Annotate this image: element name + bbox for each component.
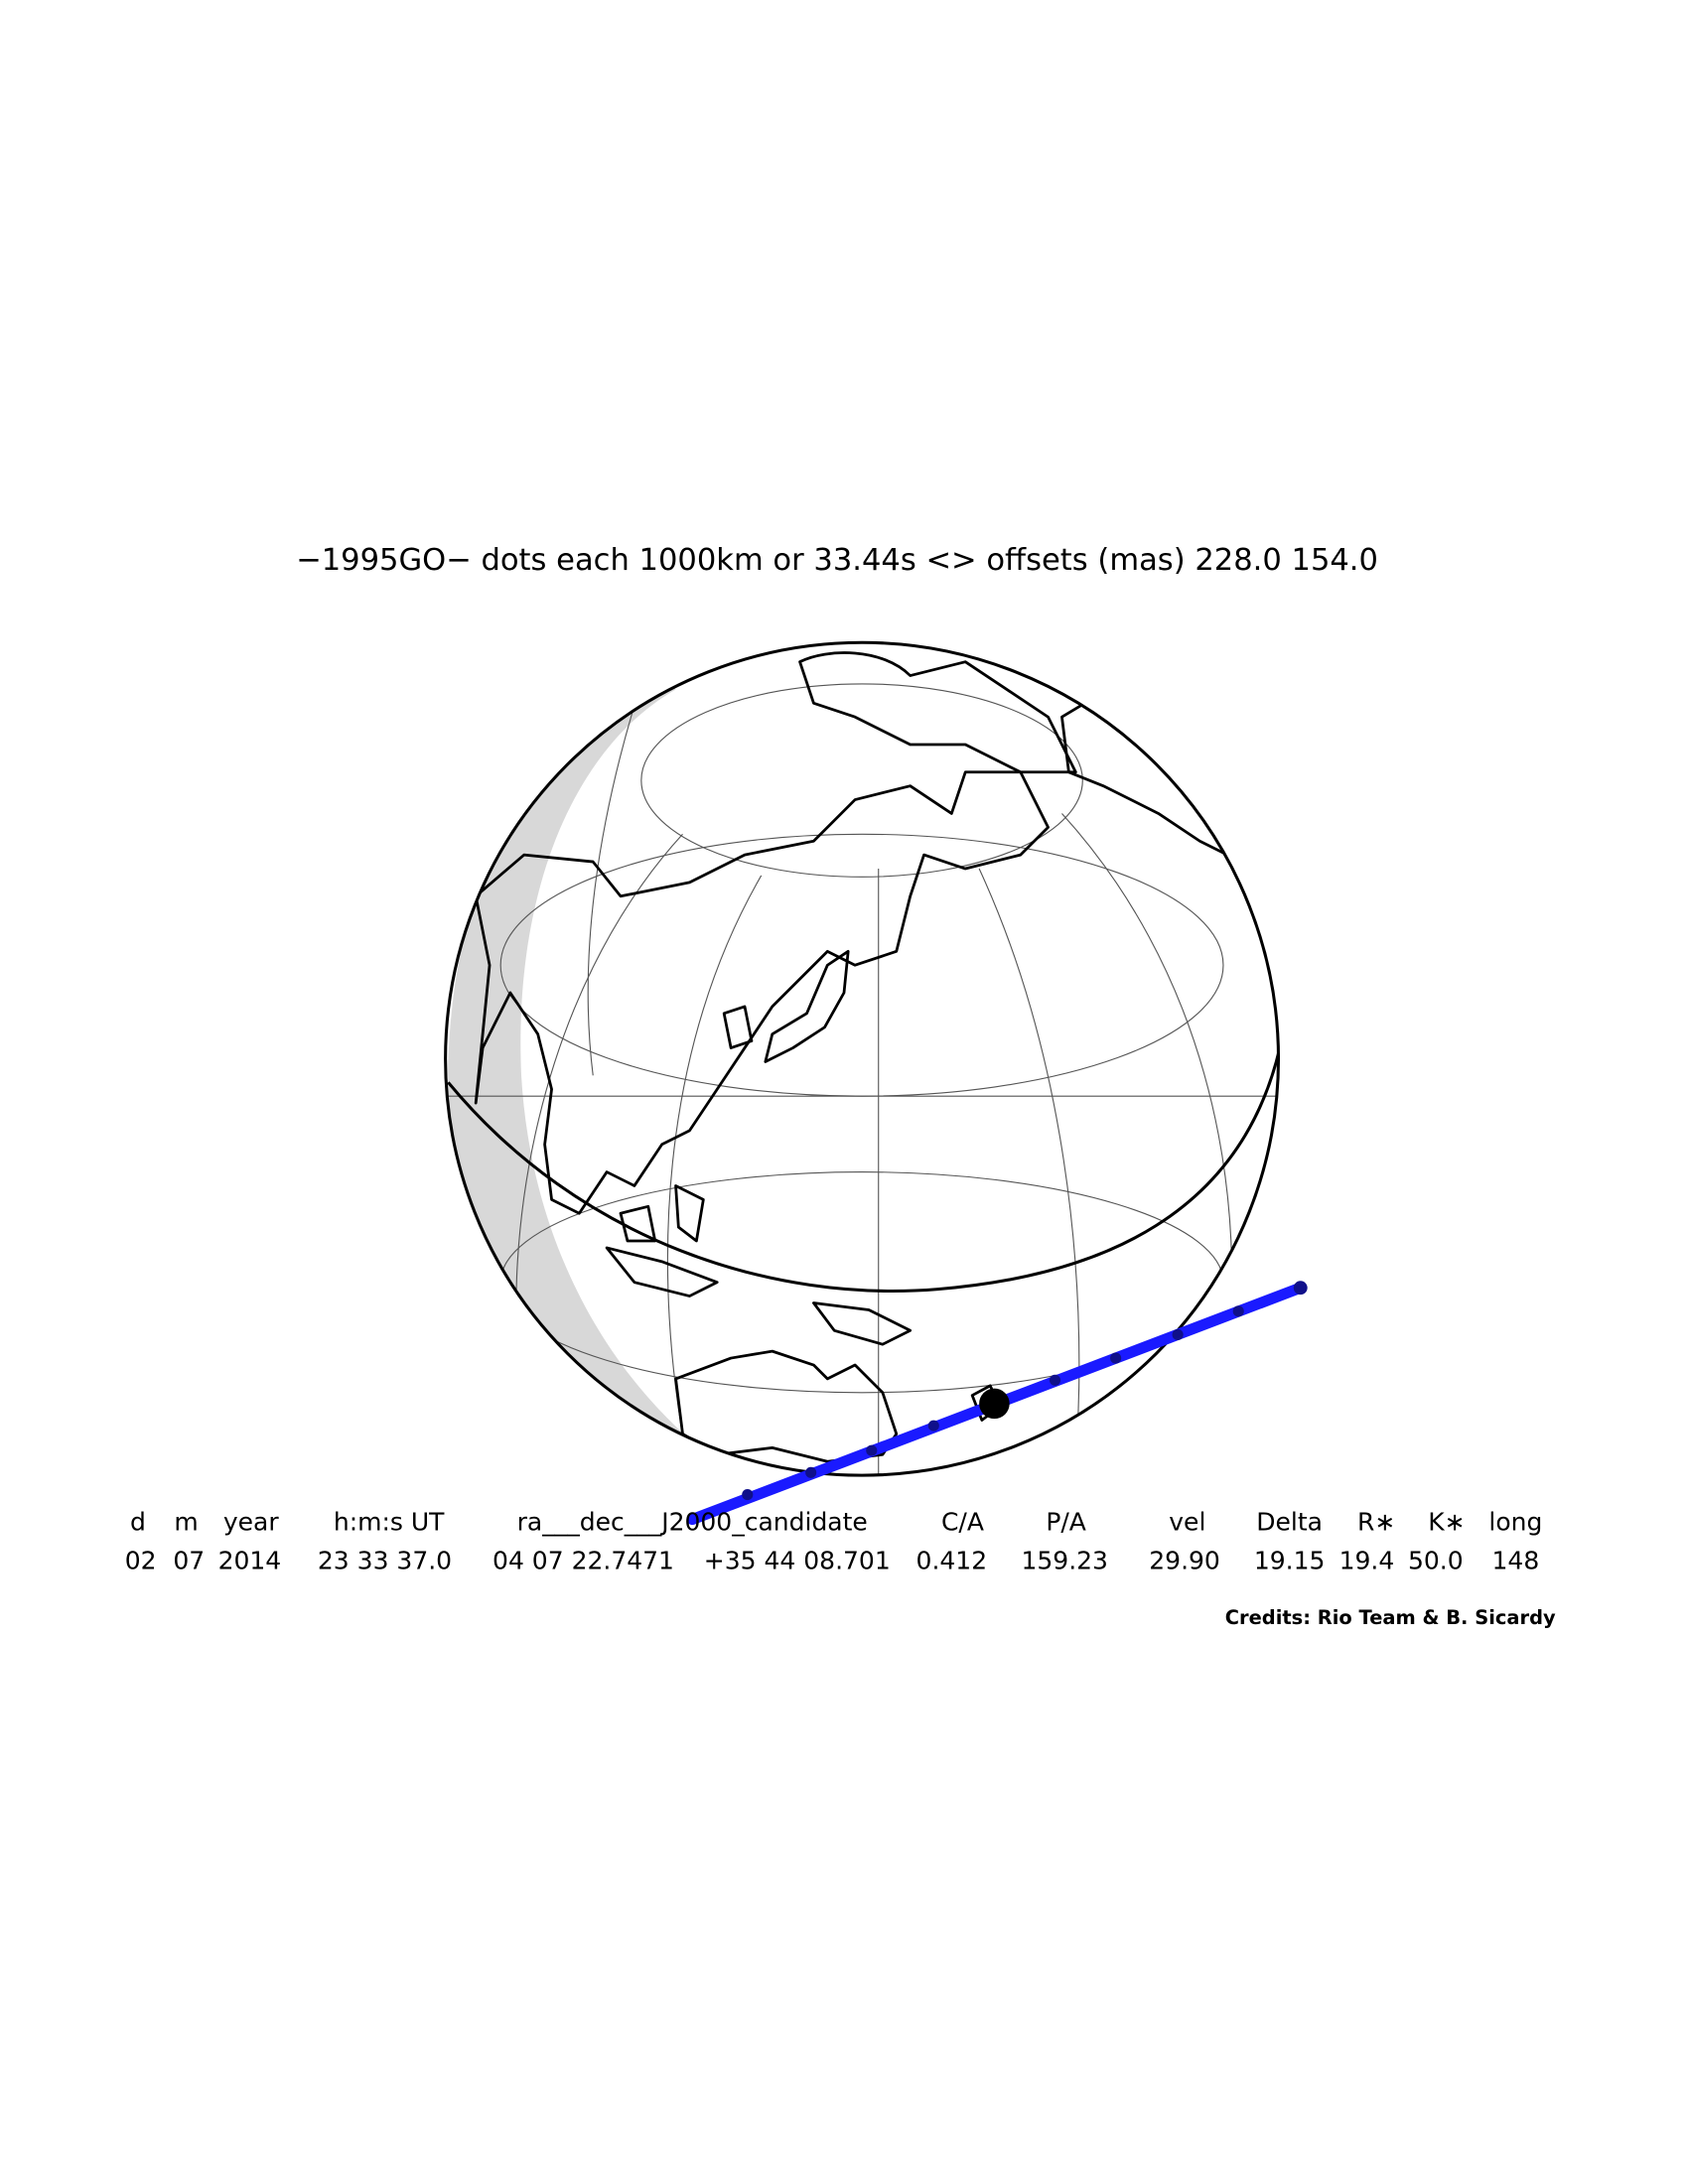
track-dot — [1049, 1374, 1061, 1386]
header: vel — [1169, 1508, 1205, 1537]
value: 04 07 22.7471 — [492, 1547, 674, 1575]
header: h:m:s UT — [334, 1508, 445, 1537]
meridian — [978, 868, 1080, 1462]
header: ra___dec___J2000_candidate — [517, 1508, 868, 1537]
track-dot — [1110, 1352, 1122, 1364]
value: 2014 — [218, 1547, 282, 1575]
track-dot — [742, 1489, 754, 1501]
closest-approach — [979, 1388, 1010, 1420]
track-dot — [1172, 1328, 1184, 1341]
globe — [444, 640, 1281, 1477]
value: 29.90 — [1149, 1547, 1220, 1575]
header: R∗ — [1357, 1508, 1395, 1537]
latitude-line — [640, 683, 1083, 878]
value: 07 — [173, 1547, 205, 1575]
value: 148 — [1492, 1547, 1540, 1575]
track-dot — [927, 1420, 939, 1432]
track-dot — [866, 1444, 878, 1456]
track-dot — [1232, 1305, 1244, 1317]
header: year — [223, 1508, 279, 1537]
header: C/A — [941, 1508, 984, 1537]
korea — [722, 1005, 754, 1049]
header: d — [130, 1508, 146, 1537]
table: d m year h:m:s UT ra___dec___J2000_candi… — [125, 1508, 1543, 1575]
value: 02 — [125, 1547, 157, 1575]
value: +35 44 08.701 — [704, 1547, 891, 1575]
header: Delta — [1256, 1508, 1323, 1537]
globe-limb — [444, 640, 1281, 1477]
night-shade — [448, 658, 718, 1462]
equator — [447, 1047, 1279, 1294]
value: 0.412 — [916, 1547, 988, 1575]
title: −1995GO− dots each 1000km or 33.44s <> o… — [296, 543, 1378, 578]
new-guinea — [812, 1301, 913, 1346]
islands — [605, 1184, 719, 1297]
japan — [764, 949, 850, 1063]
globe-disc — [445, 642, 1279, 1476]
coastline — [798, 651, 1077, 774]
shadow-path — [686, 1281, 1308, 1526]
value: 159.23 — [1021, 1547, 1107, 1575]
value: 19.4 — [1339, 1547, 1395, 1575]
header: P/A — [1046, 1508, 1086, 1537]
meridian — [587, 661, 649, 1076]
figure: −1995GO− dots each 1000km or 33.44s <> o… — [125, 543, 1556, 1629]
header: K∗ — [1428, 1508, 1465, 1537]
header: m — [174, 1508, 198, 1537]
header: long — [1488, 1508, 1542, 1537]
value: 23 33 37.0 — [318, 1547, 452, 1575]
credits: Credits: Rio Team & B. Sicardy — [1225, 1606, 1556, 1629]
value: 50.0 — [1408, 1547, 1464, 1575]
value: 19.15 — [1254, 1547, 1326, 1575]
track-dot — [1293, 1281, 1308, 1296]
coastline — [474, 770, 1050, 1215]
track-dot — [805, 1466, 817, 1478]
